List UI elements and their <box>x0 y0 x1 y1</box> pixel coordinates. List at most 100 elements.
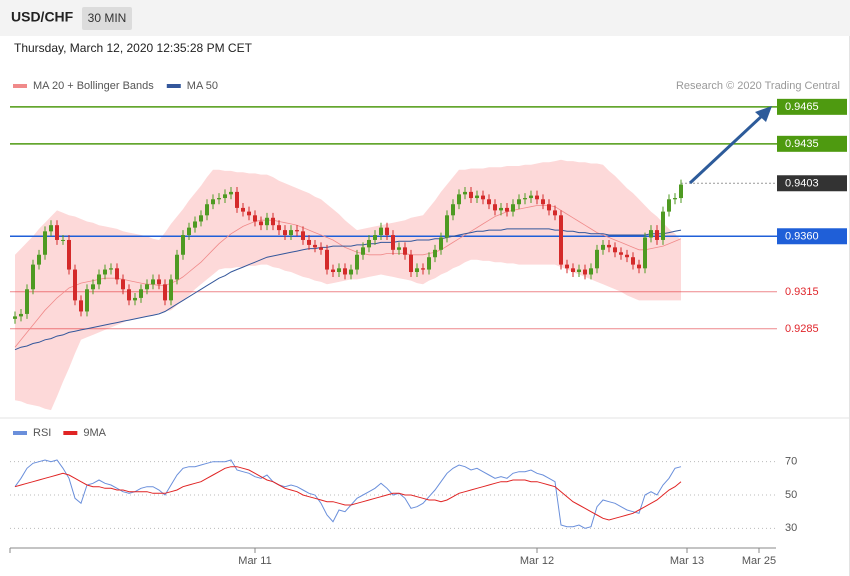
candle-body <box>133 297 137 301</box>
candle-body <box>79 300 83 312</box>
level-label: 0.9315 <box>785 286 819 298</box>
candle-body <box>151 279 155 285</box>
candle-body <box>391 235 395 250</box>
candle-body <box>487 199 491 205</box>
candle-body <box>493 204 497 211</box>
candle-body <box>43 231 47 255</box>
candle-body <box>109 268 113 270</box>
top-bar <box>0 0 850 36</box>
level-label: 0.9285 <box>785 323 819 335</box>
candle-body <box>523 198 527 200</box>
candle-body <box>199 215 203 222</box>
legend-swatch <box>166 84 181 88</box>
candle-body <box>307 239 311 245</box>
y-tick-label: 70 <box>785 456 797 468</box>
legend-label: MA 20 + Bollinger Bands <box>33 80 154 92</box>
legend-label: MA 50 <box>187 80 218 92</box>
candle-body <box>667 199 671 212</box>
rsi-line <box>14 459 682 529</box>
candle-body <box>289 230 293 236</box>
y-tick-label: 50 <box>785 489 797 501</box>
candle-body <box>337 268 341 273</box>
rsi-panel: RSI 9MA 30 50 70 Mar 11 Mar 12 Mar 13 Mar 25 <box>9 427 797 567</box>
candle-body <box>91 284 95 290</box>
candle-body <box>565 264 569 269</box>
candle-body <box>631 257 635 265</box>
candle-body <box>13 316 17 319</box>
candle-body <box>541 199 545 205</box>
candle-body <box>85 289 89 312</box>
candle-body <box>355 254 359 270</box>
candle-body <box>361 247 365 255</box>
candle-body <box>481 195 485 200</box>
candle-body <box>553 210 557 216</box>
candle-body <box>217 198 221 200</box>
candle-body <box>619 252 623 255</box>
candle-body <box>673 198 677 200</box>
interval[interactable]: 30 MIN <box>88 11 127 25</box>
candle-body <box>613 247 617 253</box>
candle-body <box>163 284 167 301</box>
level-label: 0.9435 <box>785 138 819 150</box>
x-tick-label: Mar 11 <box>238 555 271 567</box>
candle-body <box>319 247 323 250</box>
candle-body <box>577 269 581 273</box>
candle-body <box>451 204 455 216</box>
trend-arrow <box>688 112 766 185</box>
candle-body <box>421 268 425 270</box>
candle-body <box>115 268 119 280</box>
interval-badge[interactable] <box>82 7 132 30</box>
candle-body <box>445 215 449 238</box>
ma-line <box>14 228 682 351</box>
level-label-box <box>777 228 847 245</box>
candle-body <box>235 191 239 208</box>
level-label-box <box>777 175 847 192</box>
legend-swatch <box>13 431 27 435</box>
candle-body <box>415 268 419 273</box>
candle-body <box>649 230 653 238</box>
candle-body <box>409 254 413 273</box>
candle-body <box>547 204 551 211</box>
candle-body <box>259 221 263 226</box>
candle-body <box>469 191 473 199</box>
price-panel: MA 20 + Bollinger Bands MA 50 Research © 2… <box>10 80 847 411</box>
level-label-box <box>777 135 847 152</box>
candle-body <box>175 254 179 280</box>
candle-body <box>463 191 467 195</box>
candle-body <box>589 268 593 275</box>
candle-body <box>331 269 335 273</box>
legend-label: RSI <box>33 427 51 439</box>
candle-body <box>679 184 683 199</box>
candle-body <box>607 244 611 248</box>
candle-body <box>499 207 503 211</box>
candle-body <box>433 249 437 258</box>
candle-body <box>103 269 107 275</box>
candle-body <box>313 244 317 248</box>
candle-body <box>427 257 431 270</box>
candle-body <box>247 211 251 216</box>
candle-body <box>325 249 329 270</box>
legend-label: 9MA <box>83 427 106 439</box>
ma-line <box>14 205 682 348</box>
x-tick-label: Mar 12 <box>520 555 554 567</box>
candle-body <box>145 284 149 290</box>
candle-body <box>457 194 461 205</box>
candle-body <box>193 221 197 228</box>
candle-body <box>67 239 71 270</box>
candle-body <box>583 269 587 275</box>
candle-body <box>661 211 665 240</box>
trend-arrowhead <box>755 106 772 122</box>
timestamp: Thursday, March 12, 2020 12:35:28 PM CET <box>14 41 253 55</box>
candle-body <box>367 239 371 248</box>
candle-body <box>61 239 65 241</box>
candle-body <box>73 269 77 301</box>
level-label: 0.9465 <box>785 101 819 113</box>
candle-body <box>25 289 29 314</box>
candle-body <box>187 227 191 236</box>
candle-body <box>229 191 233 195</box>
legend-swatch <box>13 84 27 88</box>
candle-body <box>121 279 125 290</box>
candle-body <box>181 235 185 255</box>
candle-body <box>211 199 215 205</box>
candle-body <box>511 204 515 212</box>
